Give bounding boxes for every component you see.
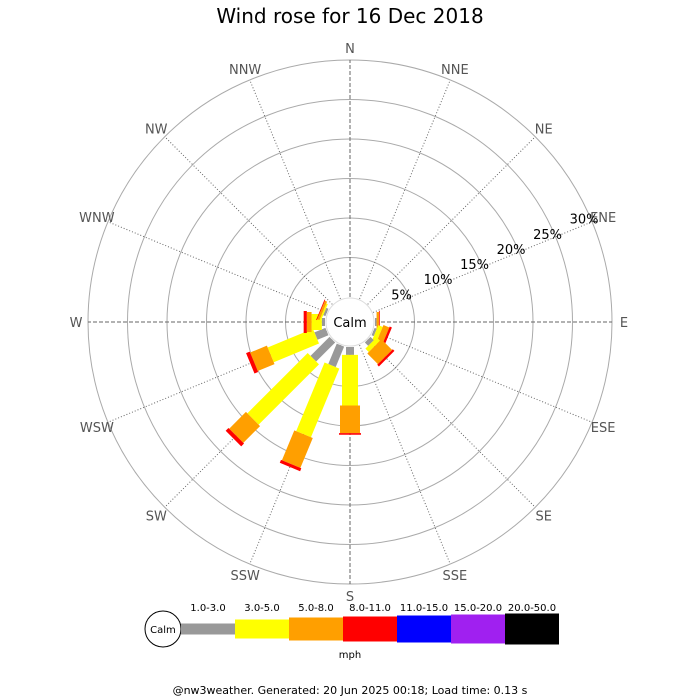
direction-label-sw: SW: [146, 510, 167, 525]
spoke-nw: [164, 136, 333, 305]
direction-label-ne: NE: [535, 122, 553, 137]
legend-swatch-20.0-50.0: [505, 613, 559, 645]
legend-swatch-5.0-8.0: [289, 617, 343, 641]
spoke-nne: [359, 79, 451, 300]
direction-label-wnw: WNW: [79, 211, 115, 226]
direction-label-ssw: SSW: [230, 569, 260, 584]
legend-label-15.0-20.0: 15.0-20.0: [454, 603, 502, 614]
spoke-ne: [367, 136, 536, 305]
spoke-ene: [372, 221, 593, 313]
bar-sw-5.0-8.0: [229, 411, 261, 443]
legend-label-1.0-3.0: 1.0-3.0: [190, 603, 225, 614]
bar-se-5.0-8.0: [367, 339, 393, 365]
bar-se-3.0-5.0: [365, 337, 381, 353]
calm-circle: Calm: [325, 297, 375, 347]
bar-se-1.0-3.0: [364, 336, 374, 346]
spoke-sse: [359, 344, 451, 565]
bar-ese-1.0-3.0: [371, 327, 377, 337]
percent-labels: 5% 10% 15% 20% 25% 30%: [391, 213, 598, 304]
percent-label-20: 20%: [497, 243, 526, 258]
direction-label-e: E: [620, 316, 628, 331]
grid-ring-5: [127, 99, 573, 545]
bar-ese-8.0-11.0: [381, 326, 392, 348]
legend-calm-label: Calm: [150, 625, 176, 636]
bar-ese-3.0-5.0: [372, 325, 383, 342]
direction-labels: N NNE NE ENE E ESE SE SSE S SSW SW WSW W WNW NW NNW: [70, 42, 629, 605]
bar-wsw-5.0-8.0: [250, 345, 275, 372]
spoke-nnw: [249, 79, 341, 300]
direction-label-nne: NNE: [441, 63, 469, 78]
direction-label-sse: SSE: [442, 569, 467, 584]
bar-wsw-1.0-3.0: [314, 327, 329, 340]
legend-swatch-15.0-20.0: [451, 614, 505, 644]
direction-label-w: W: [70, 316, 83, 331]
percent-label-15: 15%: [460, 258, 489, 273]
bar-sw-3.0-5.0: [247, 353, 319, 425]
bar-sw-8.0-11.0: [225, 427, 245, 447]
legend-label-5.0-8.0: 5.0-8.0: [298, 603, 333, 614]
direction-label-nw: NW: [145, 122, 168, 137]
bar-ssw-1.0-3.0: [328, 343, 345, 368]
direction-label-se: SE: [536, 510, 552, 525]
bar-ssw-3.0-5.0: [296, 362, 340, 438]
legend-swatch-1.0-3.0: [181, 623, 235, 635]
chart-title: Wind rose for 16 Dec 2018: [216, 4, 484, 28]
speed-legend: Calm 1.0-3.0 3.0-5.0 5.0-8.0 8.0-11.0 11.0-15…: [144, 603, 559, 661]
legend-label-8.0-11.0: 8.0-11.0: [349, 603, 391, 614]
bar-wsw-8.0-11.0: [246, 351, 259, 374]
direction-label-nnw: NNW: [229, 63, 261, 78]
bar-ssw-5.0-8.0: [281, 430, 313, 468]
calm-disc: [325, 297, 375, 347]
bar-wnw-3.0-5.0: [320, 303, 328, 319]
spoke-ese: [372, 331, 593, 423]
footer-text: @nw3weather. Generated: 20 Jun 2025 00:1…: [172, 684, 528, 697]
percent-label-5: 5%: [391, 288, 412, 303]
direction-label-ese: ESE: [591, 421, 616, 436]
percent-label-30: 30%: [570, 213, 599, 228]
grid-ring-3: [206, 178, 494, 466]
legend-swatch-3.0-5.0: [235, 619, 289, 639]
legend-label-20.0-50.0: 20.0-50.0: [508, 603, 556, 614]
percent-label-25: 25%: [533, 228, 562, 243]
direction-label-wsw: WSW: [80, 421, 114, 436]
spoke-wnw: [107, 221, 328, 313]
percent-label-10: 10%: [424, 273, 453, 288]
spoke-se: [367, 339, 536, 508]
legend-label-11.0-15.0: 11.0-15.0: [400, 603, 448, 614]
legend-label-3.0-5.0: 3.0-5.0: [244, 603, 279, 614]
direction-label-n: N: [345, 42, 355, 57]
bar-sw-1.0-3.0: [310, 336, 336, 362]
bar-wnw-1.0-3.0: [323, 307, 329, 317]
bar-ssw-8.0-11.0: [279, 459, 302, 472]
wind-bars: [225, 299, 395, 472]
calm-label: Calm: [333, 316, 366, 331]
direction-label-s: S: [346, 590, 354, 605]
legend-swatch-11.0-15.0: [397, 615, 451, 643]
legend-units-label: mph: [339, 650, 361, 661]
legend-swatch-8.0-11.0: [343, 616, 397, 642]
bar-wsw-3.0-5.0: [267, 328, 320, 363]
bar-se-8.0-11.0: [377, 349, 395, 367]
direction-label-ene: ENE: [590, 211, 616, 226]
bar-wnw-5.0-8.0: [317, 300, 328, 321]
bar-ese-5.0-8.0: [375, 325, 390, 346]
